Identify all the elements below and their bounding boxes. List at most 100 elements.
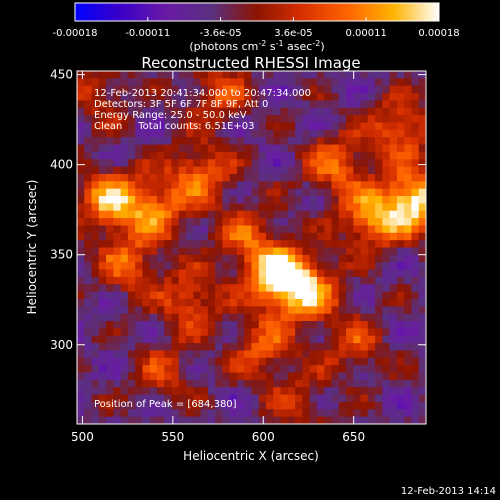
heatmap-cell bbox=[236, 218, 245, 227]
heatmap-cell bbox=[164, 387, 173, 396]
heatmap-cell bbox=[331, 203, 340, 212]
heatmap-cell bbox=[120, 115, 129, 124]
heatmap-cell bbox=[149, 196, 158, 204]
heatmap-cell bbox=[280, 284, 289, 293]
heatmap-cell bbox=[280, 181, 289, 190]
heatmap-cell bbox=[135, 401, 144, 410]
heatmap-cell bbox=[135, 240, 144, 249]
heatmap-cell bbox=[178, 218, 187, 227]
heatmap-cell bbox=[309, 225, 318, 234]
heatmap-cell bbox=[375, 78, 383, 87]
heatmap-cell bbox=[389, 93, 398, 102]
heatmap-cell bbox=[309, 350, 318, 359]
heatmap-cell bbox=[375, 409, 383, 418]
heatmap-cell bbox=[287, 409, 296, 418]
heatmap-cell bbox=[258, 144, 267, 153]
heatmap-cell bbox=[396, 254, 405, 263]
heatmap-cell bbox=[135, 115, 144, 124]
heatmap-cell bbox=[193, 365, 202, 374]
heatmap-cell bbox=[142, 159, 151, 168]
heatmap-cell bbox=[236, 129, 245, 138]
heatmap-cell bbox=[236, 321, 245, 329]
heatmap-cell bbox=[309, 416, 318, 424]
heatmap-cell bbox=[193, 240, 202, 249]
heatmap-cell bbox=[229, 401, 238, 410]
heatmap-cell bbox=[309, 218, 318, 227]
heatmap-cell bbox=[200, 225, 209, 234]
heatmap-cell bbox=[222, 71, 231, 79]
heatmap-cell bbox=[193, 298, 202, 307]
heatmap-cell bbox=[84, 291, 93, 300]
heatmap-cell bbox=[77, 269, 85, 278]
heatmap-cell bbox=[302, 240, 311, 249]
heatmap-cell bbox=[324, 372, 333, 381]
heatmap-cell bbox=[229, 203, 238, 212]
heatmap-cell bbox=[77, 350, 85, 359]
heatmap-cell bbox=[375, 93, 383, 102]
heatmap-cell bbox=[193, 387, 202, 396]
heatmap-cell bbox=[156, 416, 165, 424]
heatmap-cell bbox=[273, 71, 282, 79]
heatmap-cell bbox=[302, 129, 311, 138]
heatmap-cell bbox=[91, 387, 100, 396]
heatmap-cell bbox=[84, 232, 93, 241]
heatmap-cell bbox=[113, 387, 122, 396]
heatmap-cell bbox=[316, 298, 325, 307]
heatmap-cell bbox=[360, 409, 369, 418]
heatmap-cell bbox=[193, 350, 202, 359]
heatmap-cell bbox=[135, 129, 144, 138]
heatmap-cell bbox=[106, 247, 114, 256]
heatmap-cell bbox=[331, 372, 340, 381]
heatmap-cell bbox=[207, 232, 216, 241]
heatmap-cell bbox=[331, 401, 340, 410]
heatmap-cell bbox=[280, 372, 289, 381]
heatmap-cell bbox=[316, 247, 325, 256]
heatmap-cell bbox=[346, 350, 354, 359]
heatmap-cell bbox=[316, 357, 325, 366]
heatmap-cell bbox=[287, 394, 296, 403]
heatmap-cell bbox=[77, 416, 85, 424]
heatmap-cell bbox=[207, 240, 216, 249]
heatmap-cell bbox=[200, 254, 209, 263]
heatmap-cell bbox=[418, 379, 426, 388]
heatmap-cell bbox=[171, 335, 180, 344]
heatmap-cell bbox=[287, 262, 296, 271]
heatmap-cell bbox=[324, 240, 333, 249]
heatmap-cell bbox=[266, 159, 274, 168]
heatmap-cell bbox=[346, 196, 354, 204]
heatmap-cell bbox=[244, 203, 253, 212]
heatmap-cell bbox=[207, 210, 216, 219]
heatmap-cell bbox=[98, 387, 107, 396]
heatmap-cell bbox=[186, 298, 194, 307]
heatmap-cell bbox=[215, 107, 224, 116]
heatmap-cell bbox=[135, 409, 144, 418]
heatmap-cell bbox=[135, 144, 144, 153]
heatmap-cell bbox=[382, 144, 391, 153]
heatmap-cell bbox=[273, 122, 282, 131]
heatmap-cell bbox=[149, 173, 158, 182]
heatmap-cell bbox=[251, 122, 260, 131]
heatmap-cell bbox=[396, 129, 405, 138]
heatmap-cell bbox=[280, 137, 289, 146]
heatmap-cell bbox=[389, 203, 398, 212]
heatmap-cell bbox=[324, 262, 333, 271]
heatmap-cell bbox=[171, 357, 180, 366]
heatmap-cell bbox=[186, 85, 194, 94]
heatmap-cell bbox=[164, 166, 173, 175]
heatmap-cell bbox=[77, 107, 85, 116]
heatmap-cell bbox=[236, 306, 245, 315]
heatmap-cell bbox=[266, 357, 274, 366]
heatmap-cell bbox=[135, 298, 144, 307]
heatmap-cell bbox=[171, 365, 180, 374]
heatmap-cell bbox=[135, 166, 144, 175]
colorbar-tick-label: 0.00018 bbox=[418, 28, 459, 39]
heatmap-cell bbox=[280, 203, 289, 212]
heatmap-cell bbox=[91, 203, 100, 212]
heatmap-cell bbox=[346, 151, 354, 160]
heatmap-cell bbox=[404, 276, 413, 285]
heatmap-cell bbox=[127, 365, 136, 374]
heatmap-cell bbox=[77, 306, 85, 315]
heatmap-cell bbox=[382, 379, 391, 388]
heatmap-cell bbox=[84, 129, 93, 138]
heatmap-cell bbox=[171, 269, 180, 278]
